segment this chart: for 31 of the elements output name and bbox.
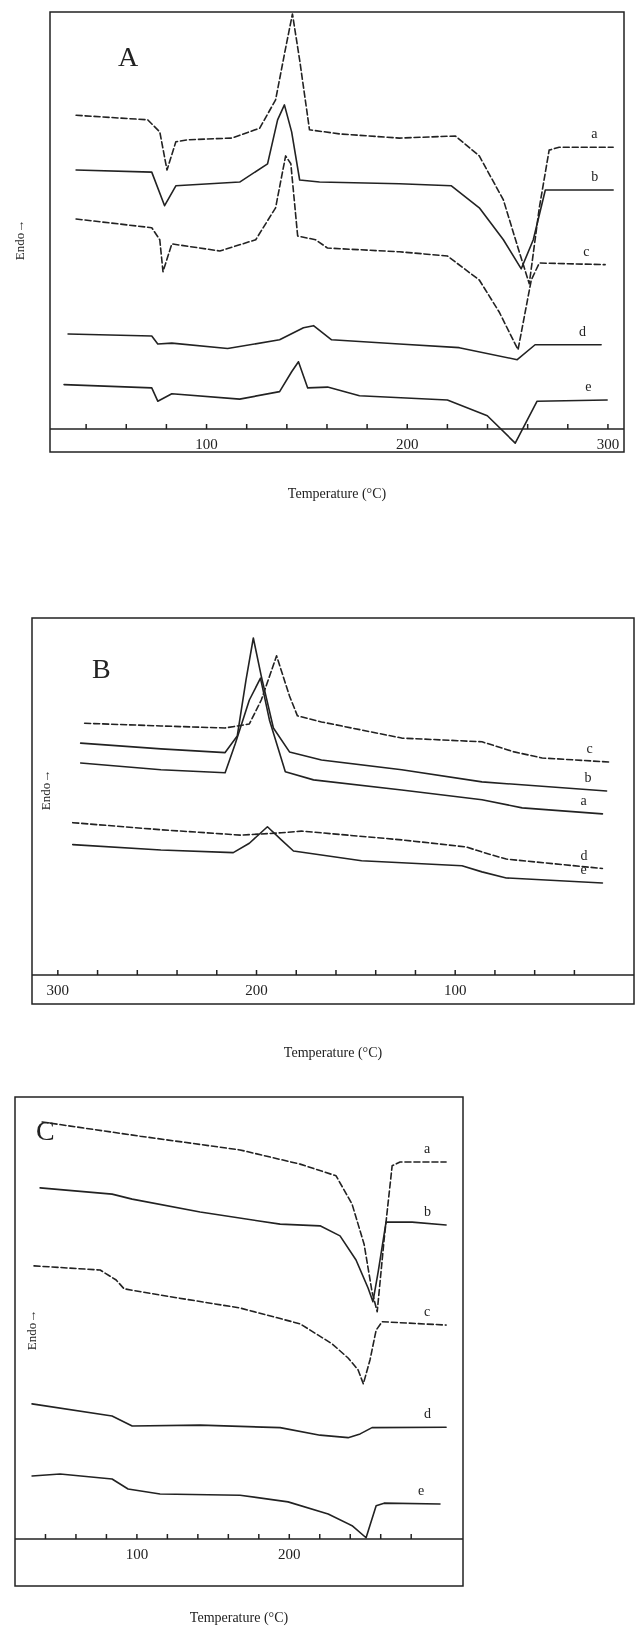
text: A — [118, 41, 139, 72]
y-axis-title: Endo→ — [12, 219, 27, 261]
x-tick-label: 300 — [596, 436, 620, 452]
series-label: c — [583, 243, 590, 259]
x-axis-title: Temperature (°C) — [189, 1610, 289, 1626]
y-axis-title: Endo→ — [24, 1309, 39, 1351]
series-label: e — [585, 378, 592, 394]
x-tick-label: 100 — [443, 982, 467, 998]
series-label: a — [424, 1141, 432, 1157]
series-label: e — [580, 862, 587, 877]
series-label: a — [591, 126, 599, 142]
x-tick-label: 100 — [125, 1546, 149, 1562]
x-tick-label: 200 — [278, 1546, 301, 1562]
x-tick-label: 200 — [395, 436, 419, 452]
x-tick-label: 100 — [195, 436, 218, 452]
x-tick-label: 200 — [245, 982, 268, 998]
series-label: d — [580, 847, 588, 863]
text: B — [92, 653, 111, 684]
series-label: b — [591, 168, 599, 184]
series-label: b — [424, 1204, 432, 1219]
x-axis-title: Temperature (°C) — [283, 1045, 383, 1061]
series-label: b — [584, 770, 592, 785]
series-label: c — [424, 1304, 431, 1320]
y-axis-title: Endo→ — [38, 769, 53, 811]
x-axis-title: Temperature (°C) — [287, 486, 387, 502]
series-label: a — [580, 792, 588, 808]
series-label: d — [424, 1406, 432, 1422]
x-tick-label: 300 — [46, 982, 70, 998]
series-label: c — [586, 741, 593, 757]
series-label: e — [417, 1482, 425, 1498]
series-label: d — [579, 323, 587, 339]
